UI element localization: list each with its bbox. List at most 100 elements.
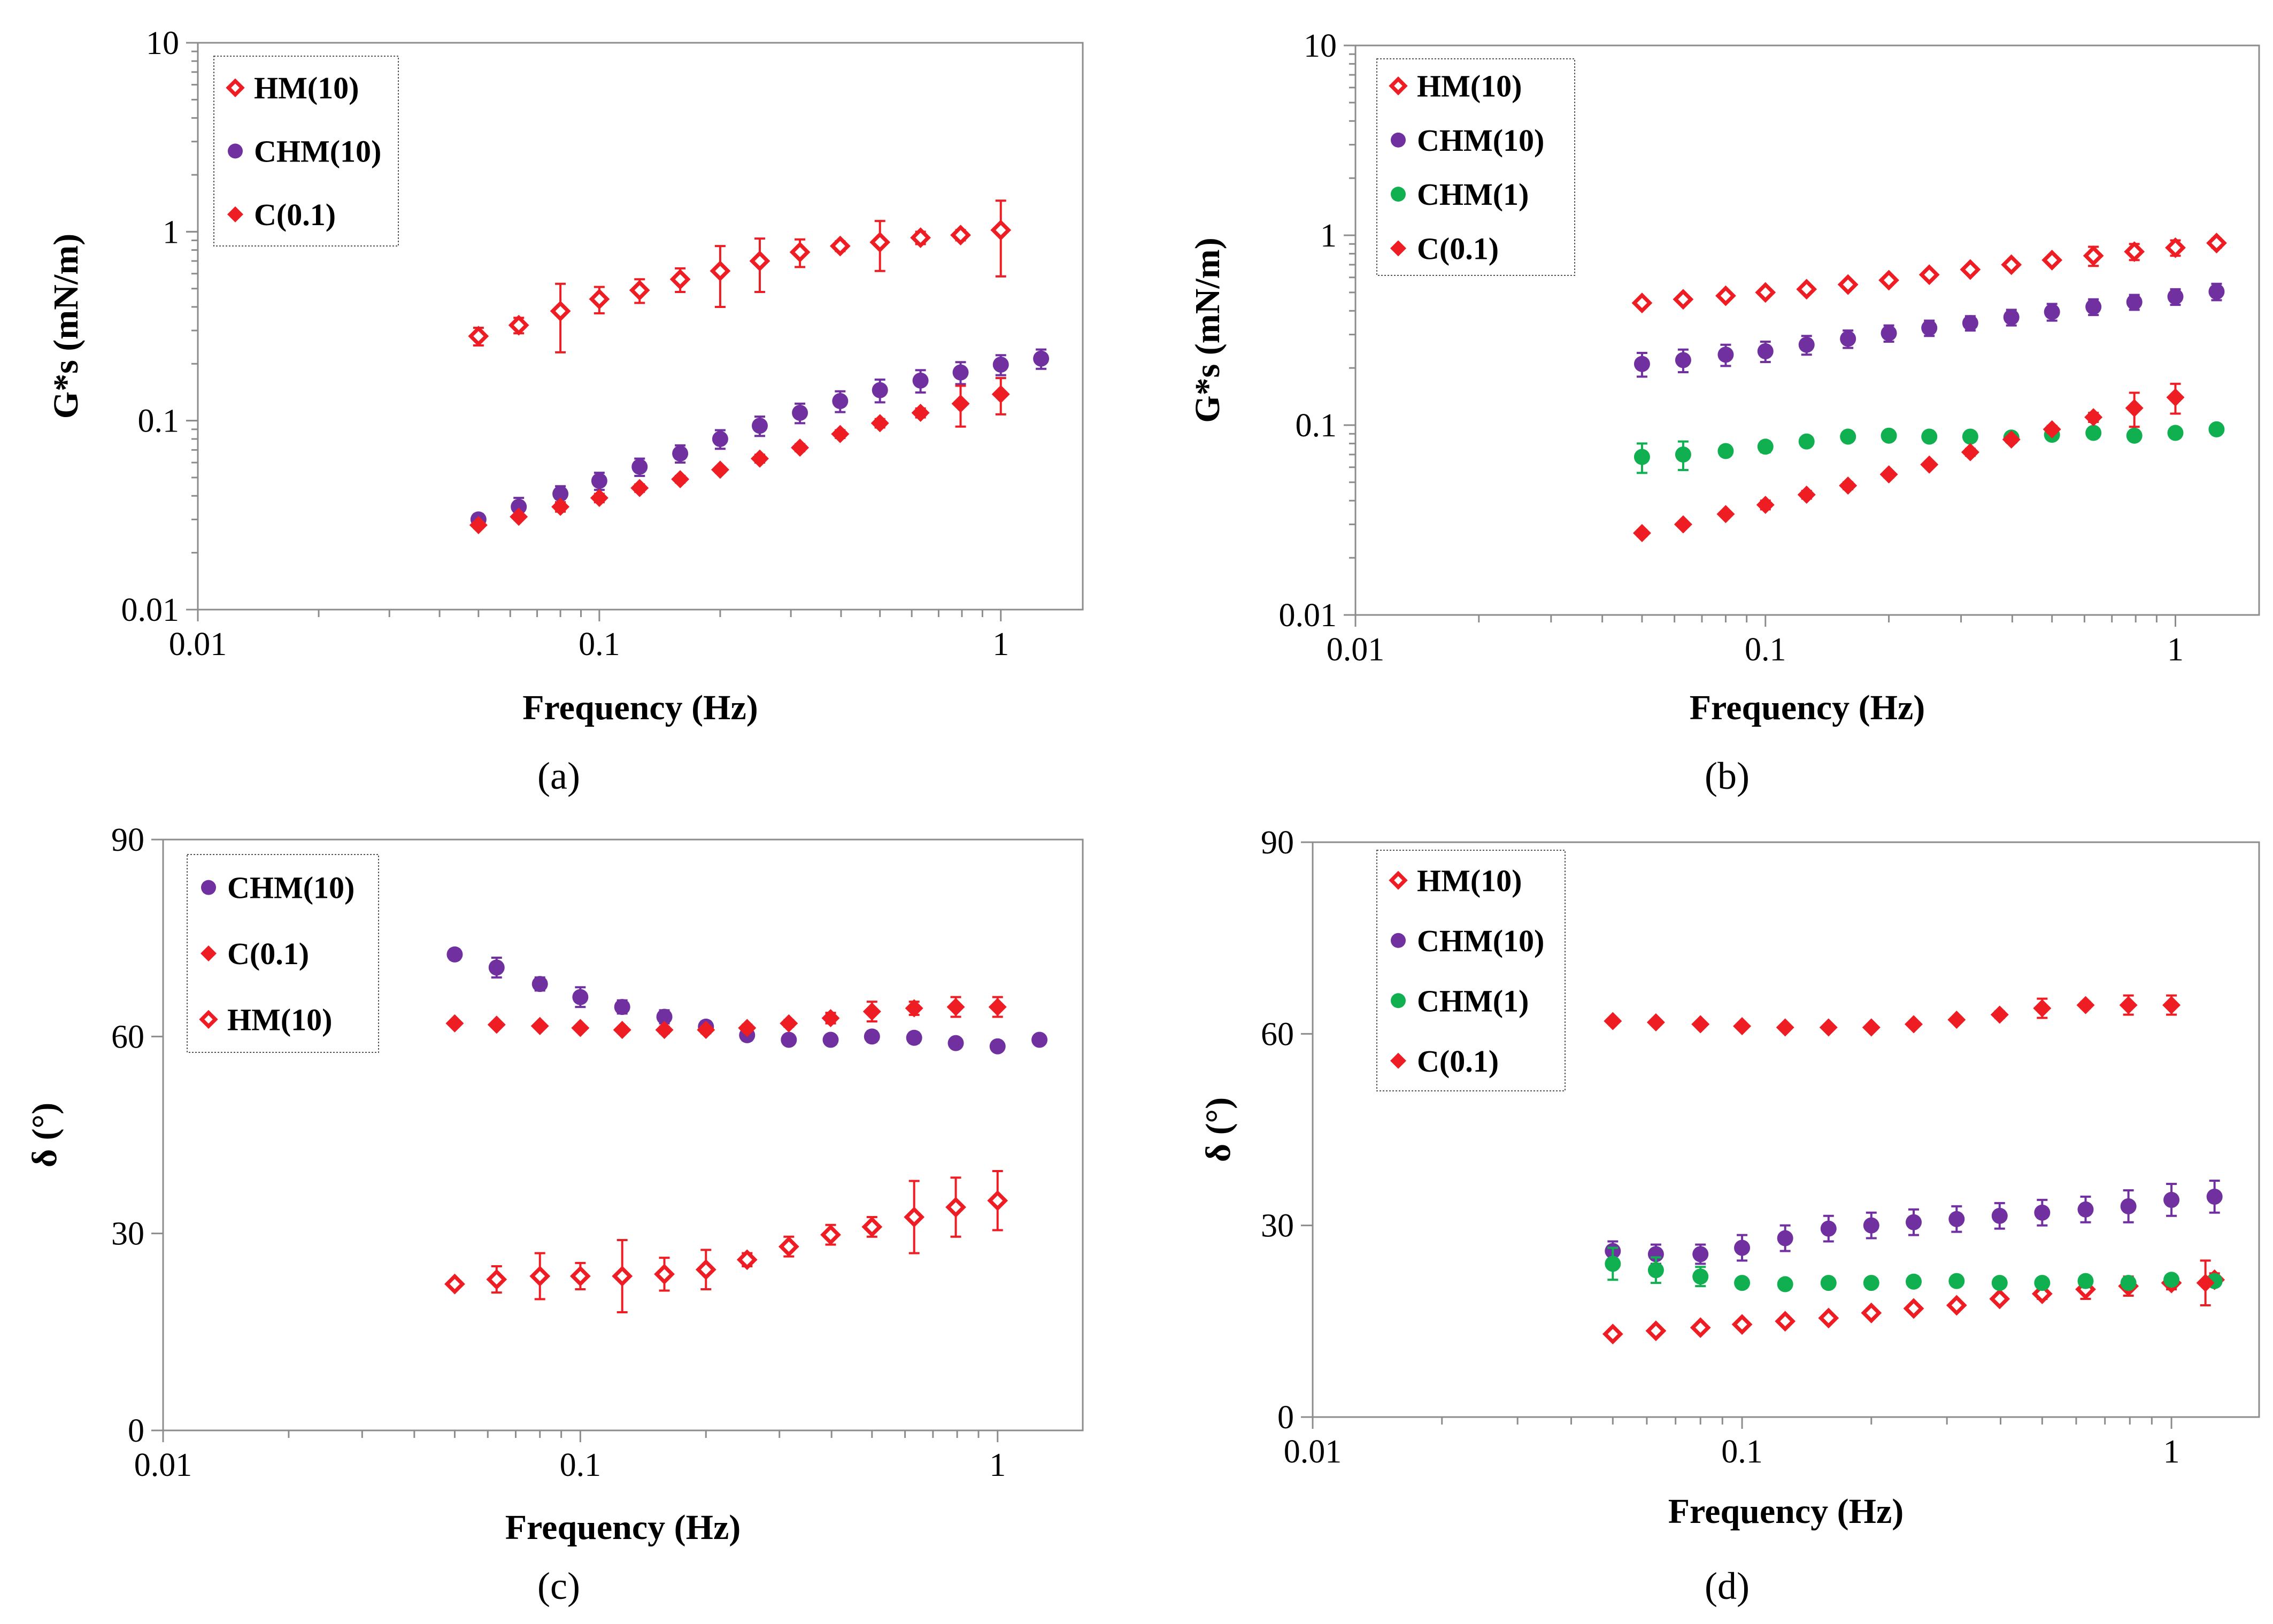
- data-point: [2125, 399, 2144, 418]
- data-point: [910, 227, 931, 248]
- x-tick-label: 0.01: [169, 626, 227, 663]
- data-point: [2001, 254, 2022, 275]
- data-point: [749, 250, 770, 272]
- data-point: [1734, 1275, 1751, 1291]
- data-point: [1798, 433, 1815, 450]
- data-point: [829, 235, 851, 257]
- data-point: [1798, 336, 1815, 353]
- legend-label: CHM(1): [1417, 177, 1529, 212]
- data-point: [614, 999, 630, 1015]
- data-point: [1863, 1217, 1879, 1234]
- data-point: [1989, 1288, 2010, 1310]
- data-point: [1961, 443, 1979, 461]
- data-point: [1904, 1015, 1923, 1034]
- series-HM(10): [468, 199, 1012, 353]
- data-point: [510, 507, 528, 526]
- x-tick-label: 0.01: [134, 1447, 192, 1483]
- x-tick-label: 1: [992, 626, 1009, 663]
- data-point: [2002, 430, 2021, 449]
- series-CHM(10): [1634, 282, 2225, 378]
- data-point: [861, 1216, 883, 1237]
- data-point: [2119, 996, 2138, 1014]
- data-point: [990, 219, 1012, 241]
- data-point: [1881, 427, 1897, 444]
- x-axis-label: Frequency (Hz): [1668, 1492, 1904, 1531]
- x-tick-label: 1: [2167, 632, 2184, 668]
- y-tick-label: 90: [1261, 825, 1294, 861]
- data-point: [1960, 259, 1981, 280]
- data-point: [551, 497, 570, 516]
- x-tick-label: 0.1: [1721, 1434, 1763, 1470]
- panel-caption: (d): [1705, 1565, 1750, 1607]
- data-point: [2003, 309, 2020, 326]
- data-point: [904, 1206, 925, 1228]
- data-point: [1691, 1015, 1710, 1034]
- data-point: [862, 1002, 881, 1021]
- data-point: [1991, 1207, 2008, 1224]
- data-point: [1716, 505, 1735, 524]
- data-point: [612, 1266, 633, 1287]
- y-axis-label: G*s (mN/m): [1188, 237, 1227, 422]
- data-point: [2044, 304, 2060, 320]
- data-point: [988, 998, 1007, 1017]
- panel-a: 0.01 0.1 1 0.01 0.1 1 10 Frequency (Hz) G*s (mN/…: [47, 25, 1084, 797]
- data-point: [2043, 420, 2061, 438]
- data-point: [989, 1038, 1006, 1055]
- data-point: [1734, 1240, 1751, 1256]
- data-point: [987, 1190, 1008, 1211]
- x-tick-label: 0.01: [1327, 632, 1385, 668]
- data-point: [2167, 288, 2184, 305]
- data-point: [991, 385, 1010, 404]
- data-point: [2077, 1273, 2094, 1289]
- data-point: [488, 959, 505, 976]
- series-CHM(10): [446, 946, 1048, 1055]
- plot-area: [1354, 44, 2260, 616]
- data-point: [1905, 1273, 1922, 1290]
- plot-area: [162, 838, 1084, 1431]
- legend-marker: [1391, 132, 1406, 148]
- data-point: [1840, 428, 1856, 445]
- legend-label: C(0.1): [254, 197, 336, 232]
- series-HM(10): [1631, 233, 2227, 313]
- data-point: [697, 1021, 715, 1040]
- data-point: [820, 1224, 841, 1245]
- y-tick-label: 30: [111, 1216, 144, 1252]
- y-axis-label: δ (°): [1199, 1097, 1238, 1162]
- data-point: [1731, 1314, 1753, 1335]
- data-point: [613, 1021, 631, 1040]
- data-point: [1757, 343, 1774, 359]
- data-point: [1717, 443, 1734, 459]
- data-point: [751, 418, 768, 434]
- data-point: [2162, 996, 2181, 1014]
- data-point: [631, 458, 648, 475]
- legend-label: CHM(10): [1417, 123, 1544, 158]
- x-tick-label: 0.1: [560, 1447, 602, 1483]
- data-point: [778, 1236, 799, 1257]
- panel-caption: (a): [537, 755, 580, 797]
- data-point: [1692, 1246, 1709, 1263]
- data-point: [1947, 1011, 1966, 1029]
- series-C(0.1): [1604, 994, 2215, 1306]
- data-point: [2206, 233, 2227, 253]
- panel-caption: (b): [1705, 755, 1750, 797]
- data-point: [445, 1014, 464, 1033]
- data-point: [695, 1259, 716, 1280]
- data-point: [2163, 1191, 2180, 1208]
- data-point: [906, 1029, 922, 1046]
- data-point: [1962, 315, 1978, 332]
- data-point: [945, 1197, 966, 1218]
- x-axis-label: Frequency (Hz): [505, 1508, 741, 1547]
- data-point: [1991, 1275, 2008, 1291]
- legend-label: C(0.1): [1417, 1044, 1499, 1079]
- data-point: [1818, 1307, 1839, 1329]
- data-point: [487, 1015, 506, 1034]
- data-point: [1840, 330, 1856, 347]
- y-tick-label: 0.01: [121, 592, 180, 628]
- data-point: [912, 372, 929, 389]
- legend-marker: [228, 143, 243, 159]
- panel-c: 0.01 0.1 1 0 30 60 90 Frequency (Hz) δ (°) (c) CHM…: [25, 822, 1084, 1607]
- panel-d: 0.01 0.1 1 0 30 60 90 Frequency (Hz) δ (°) (d) HM(…: [1199, 825, 2260, 1607]
- data-point: [1948, 1211, 1965, 1227]
- data-point: [2034, 1204, 2051, 1221]
- data-point: [1673, 289, 1694, 310]
